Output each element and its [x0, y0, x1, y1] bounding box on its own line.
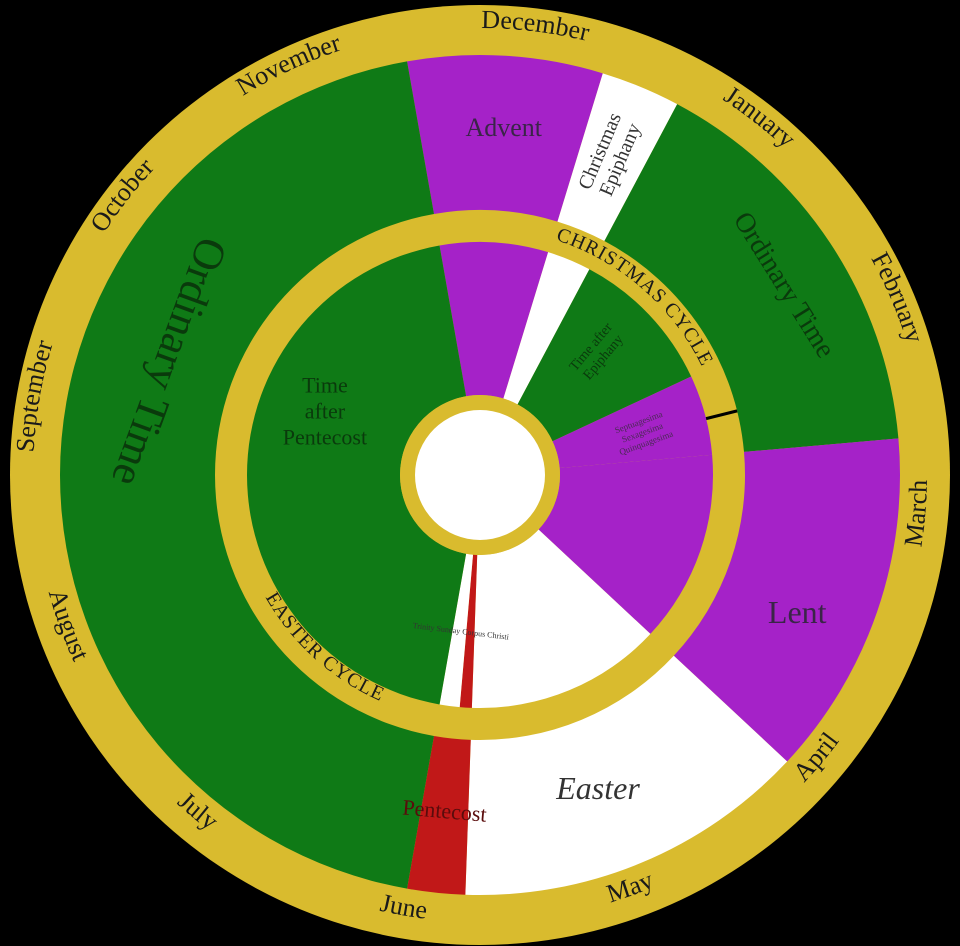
- svg-text:after: after: [305, 399, 346, 424]
- svg-text:Time: Time: [302, 373, 348, 398]
- svg-text:Lent: Lent: [768, 594, 827, 630]
- label-Advent: Advent: [465, 113, 542, 142]
- liturgical-calendar-wheel: DecemberJanuaryFebruaryMarchAprilMayJune…: [0, 0, 960, 946]
- center-white: [415, 410, 545, 540]
- svg-text:Easter: Easter: [555, 770, 640, 806]
- label-Lent: Lent: [768, 594, 827, 630]
- svg-text:Advent: Advent: [465, 113, 542, 142]
- svg-text:Pentecost: Pentecost: [283, 425, 367, 450]
- label-Easter: Easter: [555, 770, 640, 806]
